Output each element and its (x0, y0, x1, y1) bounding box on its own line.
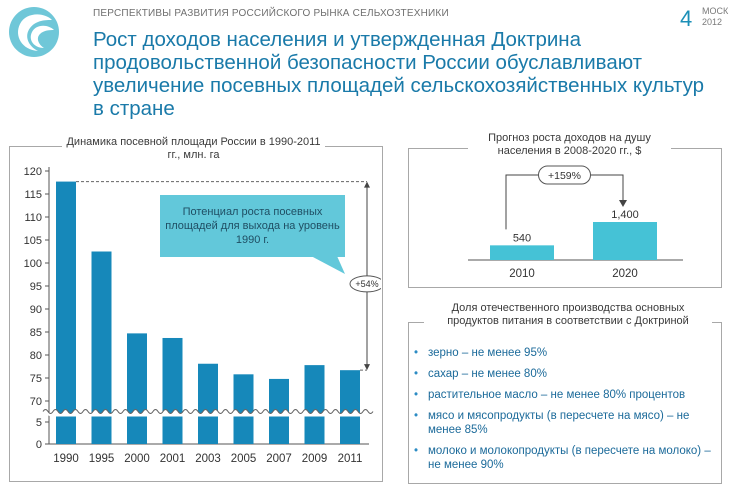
x-tick-label: 1995 (89, 453, 115, 465)
bar-2005 (233, 374, 254, 444)
header-city: МОСК (702, 6, 729, 16)
x-tick-label: 2005 (231, 453, 257, 465)
arrow-down-icon (619, 200, 627, 207)
bar-1995 (91, 251, 112, 444)
y-tick-label: 70 (30, 396, 42, 408)
growth-badge (538, 165, 591, 185)
bar-2009 (304, 365, 325, 444)
axis-break-icon (42, 409, 374, 414)
growth-badge (349, 275, 381, 293)
company-logo-icon (9, 7, 59, 57)
sown-area-chart: 0 5 70 75 80 85 90 95 100 105 110 115 120 1990 1995 200… (24, 166, 381, 465)
header-city-year: МОСК 2012 (702, 6, 728, 28)
income-chart-title: Прогноз роста доходов на душу населения … (468, 132, 671, 158)
bullet-icon: • (414, 410, 419, 422)
x-tick-label: 2020 (612, 268, 638, 280)
list-item: • растительное масло – не менее 80% проце… (412, 388, 722, 402)
sown-area-chart-title: Динамика посевной площади России в 1990-… (62, 136, 325, 162)
x-tick-label: 2001 (160, 453, 186, 465)
income-forecast-chart: 540 2010 1,400 2020 +159% (468, 165, 683, 280)
bar-2003 (198, 363, 218, 444)
data-label: 540 (513, 232, 531, 244)
doctrine-item: растительное масло – не менее 80% процен… (428, 389, 686, 401)
page-title: Рост доходов населения и утвержденная До… (93, 28, 704, 120)
x-tick-label: 2011 (338, 453, 363, 465)
x-tick-label: 2007 (266, 453, 292, 465)
doctrine-item: зерно – не менее 95% (428, 347, 548, 359)
doctrine-list: • зерно – не менее 95% • сахар – не менее … (412, 346, 722, 479)
x-tick-label: 2003 (195, 453, 221, 465)
y-tick-label: 85 (30, 327, 42, 339)
page-number: 4 (680, 6, 693, 31)
bar-2001 (162, 337, 183, 444)
list-item: • сахар – не менее 80% (412, 367, 722, 381)
callout-pointer (311, 256, 345, 274)
y-tick-label: 0 (36, 439, 42, 451)
y-tick-label: 5 (36, 417, 42, 429)
doctrine-title: Доля отечественного производства основны… (424, 302, 712, 328)
x-tick-label: 2000 (124, 453, 150, 465)
bullet-icon: • (414, 389, 419, 401)
bullet-icon: • (414, 445, 419, 457)
axis-break-band (43, 409, 373, 417)
y-tick-label: 105 (24, 235, 42, 247)
x-tick-label: 2010 (509, 268, 535, 280)
y-tick-label: 90 (30, 304, 42, 316)
doctrine-item: мясо и мясопродукты (в пересчете на мясо… (428, 410, 690, 436)
list-item: • молоко и молокопродукты (в пересчете на… (412, 444, 722, 472)
growth-potential-callout: Потенциал роста посевных площадей для вы… (160, 195, 345, 257)
list-item: • мясо и мясопродукты (в пересчете на мяс… (412, 409, 722, 437)
y-tick-label: 115 (24, 189, 42, 201)
y-tick-label: 80 (30, 350, 42, 362)
growth-label: +159% (548, 170, 581, 182)
y-tick-label: 75 (30, 373, 42, 385)
income-bar-2020 (593, 222, 657, 260)
y-tick-label: 110 (24, 212, 42, 224)
arrow-up-icon (364, 181, 370, 188)
section-title: ПЕРСПЕКТИВЫ РАЗВИТИЯ РОССИЙСКОГО РЫНКА С… (93, 8, 449, 19)
data-label: 1,400 (611, 209, 639, 221)
y-tick-label: 95 (30, 281, 42, 293)
income-bar-2010 (490, 245, 554, 260)
doctrine-panel (408, 322, 722, 484)
bar-2007 (269, 378, 289, 444)
doctrine-item: молоко и молокопродукты (в пересчете на … (428, 445, 711, 471)
arrow-down-icon (364, 364, 370, 371)
header-year: 2012 (702, 17, 723, 27)
y-tick-label: 100 (24, 258, 42, 270)
y-tick-label: 120 (24, 166, 42, 178)
bar-2011 (340, 370, 360, 444)
growth-label: +54% (355, 279, 378, 289)
x-tick-label: 2009 (302, 453, 328, 465)
list-item: • зерно – не менее 95% (412, 346, 722, 360)
bullet-icon: • (414, 368, 419, 380)
x-tick-label: 1990 (53, 453, 79, 465)
bar-2000 (127, 333, 147, 444)
bar-1990 (56, 181, 76, 444)
doctrine-item: сахар – не менее 80% (428, 368, 547, 380)
bullet-icon: • (414, 347, 419, 359)
